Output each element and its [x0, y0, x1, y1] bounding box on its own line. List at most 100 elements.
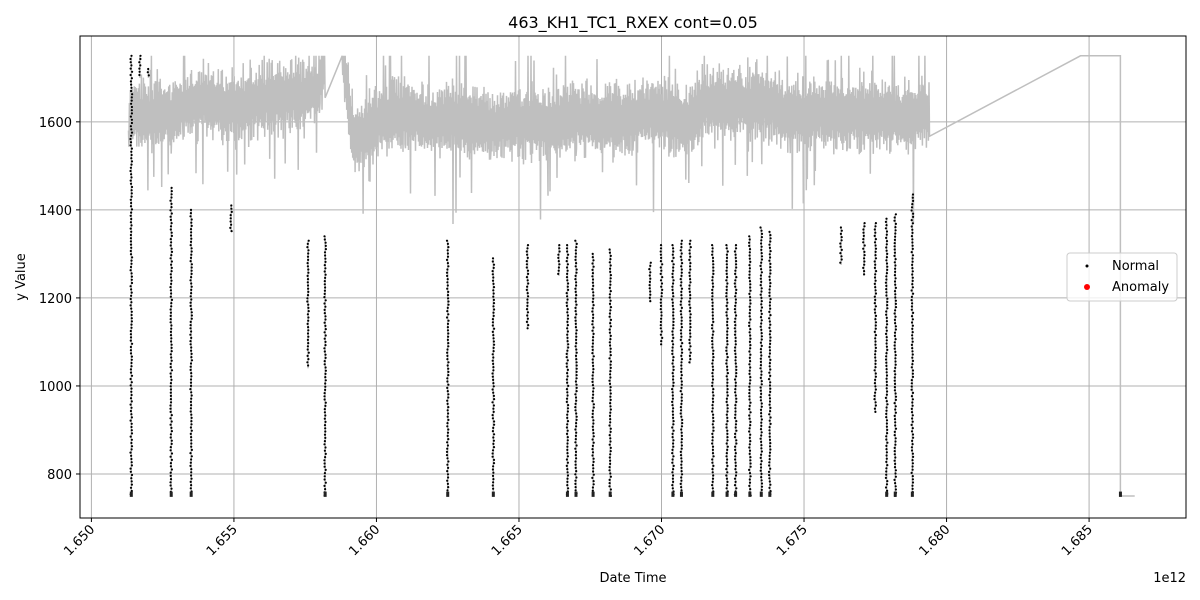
- normal-point: [911, 475, 914, 478]
- normal-point: [885, 256, 889, 259]
- normal-point: [894, 296, 897, 299]
- normal-point: [769, 406, 772, 409]
- normal-point: [190, 253, 193, 256]
- normal-point: [190, 372, 193, 375]
- normal-point: [885, 336, 888, 339]
- normal-point: [726, 368, 729, 371]
- normal-point: [748, 241, 751, 244]
- normal-point: [726, 480, 729, 483]
- normal-point: [660, 292, 663, 295]
- normal-point: [886, 348, 889, 351]
- normal-point: [447, 393, 450, 396]
- normal-point: [760, 444, 763, 447]
- normal-point-strip: [862, 222, 866, 276]
- normal-point: [169, 311, 172, 314]
- normal-point: [591, 345, 594, 348]
- normal-point: [734, 455, 737, 458]
- normal-point: [130, 432, 134, 435]
- normal-point: [566, 311, 569, 314]
- normal-point: [130, 83, 133, 86]
- normal-point: [885, 425, 889, 428]
- normal-point: [566, 327, 569, 330]
- normal-point: [680, 447, 683, 450]
- normal-point: [840, 236, 843, 239]
- normal-point: [911, 359, 915, 362]
- normal-point: [446, 281, 449, 284]
- normal-point: [608, 296, 611, 299]
- normal-point: [566, 474, 570, 477]
- normal-point: [130, 361, 133, 365]
- normal-point: [526, 279, 529, 282]
- normal-point-strip: [767, 230, 772, 497]
- normal-point: [769, 368, 772, 371]
- normal-point: [189, 365, 192, 368]
- normal-point: [769, 262, 772, 265]
- normal-point: [491, 417, 494, 420]
- normal-point: [129, 182, 133, 185]
- normal-point: [768, 400, 772, 403]
- normal-point: [130, 477, 133, 480]
- normal-point: [525, 276, 529, 279]
- normal-point: [558, 263, 561, 266]
- normal-point: [609, 338, 612, 341]
- normal-point: [760, 450, 764, 453]
- normal-point: [893, 248, 896, 251]
- normal-point: [169, 382, 172, 385]
- normal-point: [735, 442, 738, 445]
- normal-point: [306, 278, 310, 281]
- normal-point: [608, 261, 611, 264]
- normal-point: [609, 418, 612, 421]
- normal-point: [671, 448, 674, 451]
- normal-point: [769, 339, 772, 342]
- chart-title: 463_KH1_TC1_RXEX cont=0.05: [508, 13, 758, 33]
- normal-point: [446, 294, 450, 297]
- normal-point: [893, 414, 896, 417]
- normal-point: [712, 352, 715, 355]
- normal-point: [574, 396, 578, 399]
- normal-point: [672, 442, 675, 445]
- normal-point: [130, 416, 133, 419]
- normal-point: [893, 334, 897, 337]
- normal-point: [679, 300, 683, 303]
- normal-point: [323, 264, 326, 267]
- normal-point: [525, 250, 528, 253]
- normal-point: [894, 424, 897, 427]
- normal-point: [129, 73, 132, 77]
- normal-point: [591, 348, 594, 351]
- normal-point: [130, 150, 133, 153]
- normal-point: [688, 284, 691, 287]
- normal-point: [566, 368, 570, 371]
- normal-point: [491, 401, 494, 404]
- normal-point: [190, 263, 193, 266]
- normal-point: [446, 252, 449, 255]
- normal-point: [306, 345, 309, 348]
- normal-point: [910, 219, 913, 222]
- normal-point: [911, 247, 914, 250]
- normal-point: [769, 269, 772, 272]
- normal-point: [169, 474, 172, 477]
- normal-point: [592, 364, 595, 367]
- normal-point: [526, 311, 530, 314]
- normal-point: [748, 472, 752, 475]
- normal-point: [129, 339, 132, 342]
- normal-point: [735, 365, 738, 368]
- normal-point: [712, 269, 715, 272]
- normal-point-cluster: [768, 491, 772, 497]
- normal-point: [130, 381, 133, 384]
- normal-point: [711, 407, 714, 410]
- normal-point: [885, 243, 888, 246]
- normal-point: [735, 429, 738, 432]
- normal-point: [726, 324, 729, 327]
- normal-point: [679, 390, 682, 393]
- normal-point: [574, 380, 578, 383]
- normal-point: [760, 290, 763, 293]
- normal-point: [129, 333, 132, 336]
- normal-point: [726, 436, 729, 439]
- normal-point: [885, 444, 888, 447]
- normal-point: [130, 473, 134, 477]
- normal-point: [609, 354, 612, 357]
- normal-point: [894, 270, 897, 273]
- normal-point: [711, 404, 714, 407]
- normal-point: [726, 365, 729, 368]
- normal-point: [190, 314, 193, 317]
